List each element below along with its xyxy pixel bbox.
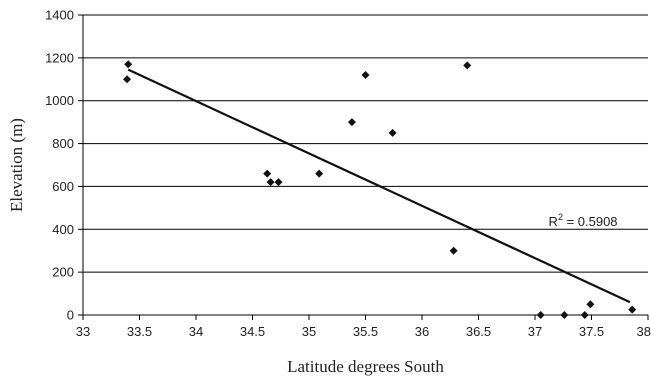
x-tick-label: 37	[528, 324, 542, 339]
data-point	[586, 300, 595, 309]
gridlines	[78, 14, 649, 320]
x-tick-label: 37.5	[579, 324, 604, 339]
y-tick-label: 1200	[45, 50, 74, 65]
data-point	[123, 75, 132, 84]
r-superscript: 2	[558, 212, 563, 222]
x-tick-label: 38	[637, 324, 651, 339]
data-point	[449, 246, 458, 255]
data-point	[347, 118, 356, 127]
x-tick-label: 36.5	[466, 324, 491, 339]
trendline	[127, 68, 631, 304]
data-point	[560, 311, 569, 319]
x-tick-label: 34	[189, 324, 203, 339]
y-tick-label: 1400	[45, 8, 74, 23]
x-tick-labels: 33 33.5 34 34.5 35 35.5 36 36.5 37 37.5 38	[76, 324, 651, 339]
data-point	[536, 311, 545, 319]
data-point	[315, 169, 324, 178]
x-tick-label: 34.5	[240, 324, 265, 339]
y-tick-label: 600	[52, 179, 74, 194]
y-tick-label: 0	[67, 308, 74, 323]
r-label: R	[549, 214, 558, 229]
x-tick-label: 33.5	[127, 324, 152, 339]
data-points	[123, 60, 637, 319]
data-point	[263, 169, 272, 178]
data-point	[361, 71, 370, 79]
r-squared-annotation: R2 = 0.5908	[549, 212, 618, 229]
data-point	[274, 178, 283, 187]
y-tick-label: 400	[52, 222, 74, 237]
x-tick-label: 35.5	[353, 324, 378, 339]
x-tick-label: 36	[415, 324, 429, 339]
data-point	[628, 305, 637, 314]
data-point	[266, 178, 275, 187]
x-tick-label: 35	[302, 324, 316, 339]
y-tick-label: 1000	[45, 93, 74, 108]
data-point	[388, 128, 397, 137]
data-point	[124, 60, 133, 69]
y-tick-label: 800	[52, 136, 74, 151]
r-value: = 0.5908	[563, 214, 618, 229]
x-tick-label: 33	[76, 324, 90, 339]
axes	[82, 15, 648, 316]
y-tick-label: 200	[52, 265, 74, 280]
x-axis-title: Latitude degrees South	[287, 357, 444, 376]
data-point	[463, 61, 472, 70]
y-tick-labels: 0 200 400 600 800 1000 1200 1400	[45, 8, 74, 323]
data-point	[580, 311, 589, 319]
y-axis-title: Elevation (m)	[7, 118, 26, 212]
